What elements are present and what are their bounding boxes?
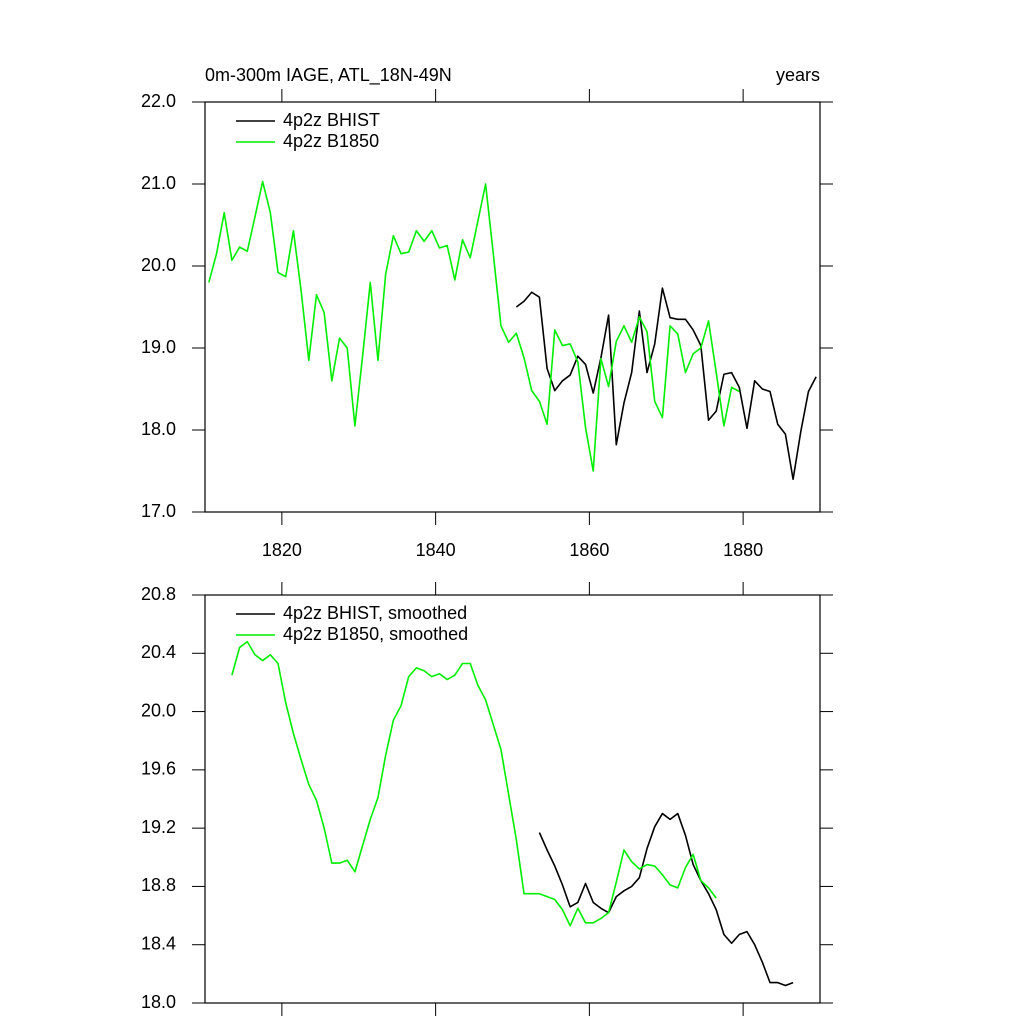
y-tick-label: 18.4 bbox=[141, 933, 176, 953]
y-tick-label: 17.0 bbox=[141, 501, 176, 521]
x-tick-label: 1860 bbox=[569, 540, 609, 560]
data-line bbox=[515, 287, 817, 480]
plot-frame bbox=[204, 594, 821, 1004]
y-tick-label: 20.8 bbox=[141, 584, 176, 604]
y-tick-label: 20.4 bbox=[141, 642, 176, 662]
y-tick-label: 20.0 bbox=[141, 255, 176, 275]
y-tick-label: 21.0 bbox=[141, 173, 176, 193]
plot-frame bbox=[204, 101, 821, 513]
y-tick-label: 18.8 bbox=[141, 875, 176, 895]
y-tick-label: 18.0 bbox=[141, 419, 176, 439]
y-tick-label: 19.6 bbox=[141, 759, 176, 779]
legend-label: 4p2z B1850 bbox=[283, 131, 379, 151]
chart-units: years bbox=[776, 65, 820, 85]
data-line bbox=[208, 180, 740, 472]
y-tick-label: 20.0 bbox=[141, 700, 176, 720]
chart-title: 0m-300m IAGE, ATL_18N-49N bbox=[205, 65, 452, 86]
x-tick-label: 1880 bbox=[723, 540, 763, 560]
x-tick-label: 1820 bbox=[262, 540, 302, 560]
y-tick-label: 22.0 bbox=[141, 91, 176, 111]
data-line bbox=[231, 640, 717, 927]
legend-label: 4p2z BHIST, smoothed bbox=[283, 603, 467, 623]
y-tick-label: 19.0 bbox=[141, 337, 176, 357]
x-tick-label: 1840 bbox=[416, 540, 456, 560]
legend-label: 4p2z B1850, smoothed bbox=[283, 624, 468, 644]
y-tick-label: 19.2 bbox=[141, 817, 176, 837]
y-tick-label: 18.0 bbox=[141, 992, 176, 1012]
data-line bbox=[538, 812, 794, 987]
legend-label: 4p2z BHIST bbox=[283, 110, 380, 130]
